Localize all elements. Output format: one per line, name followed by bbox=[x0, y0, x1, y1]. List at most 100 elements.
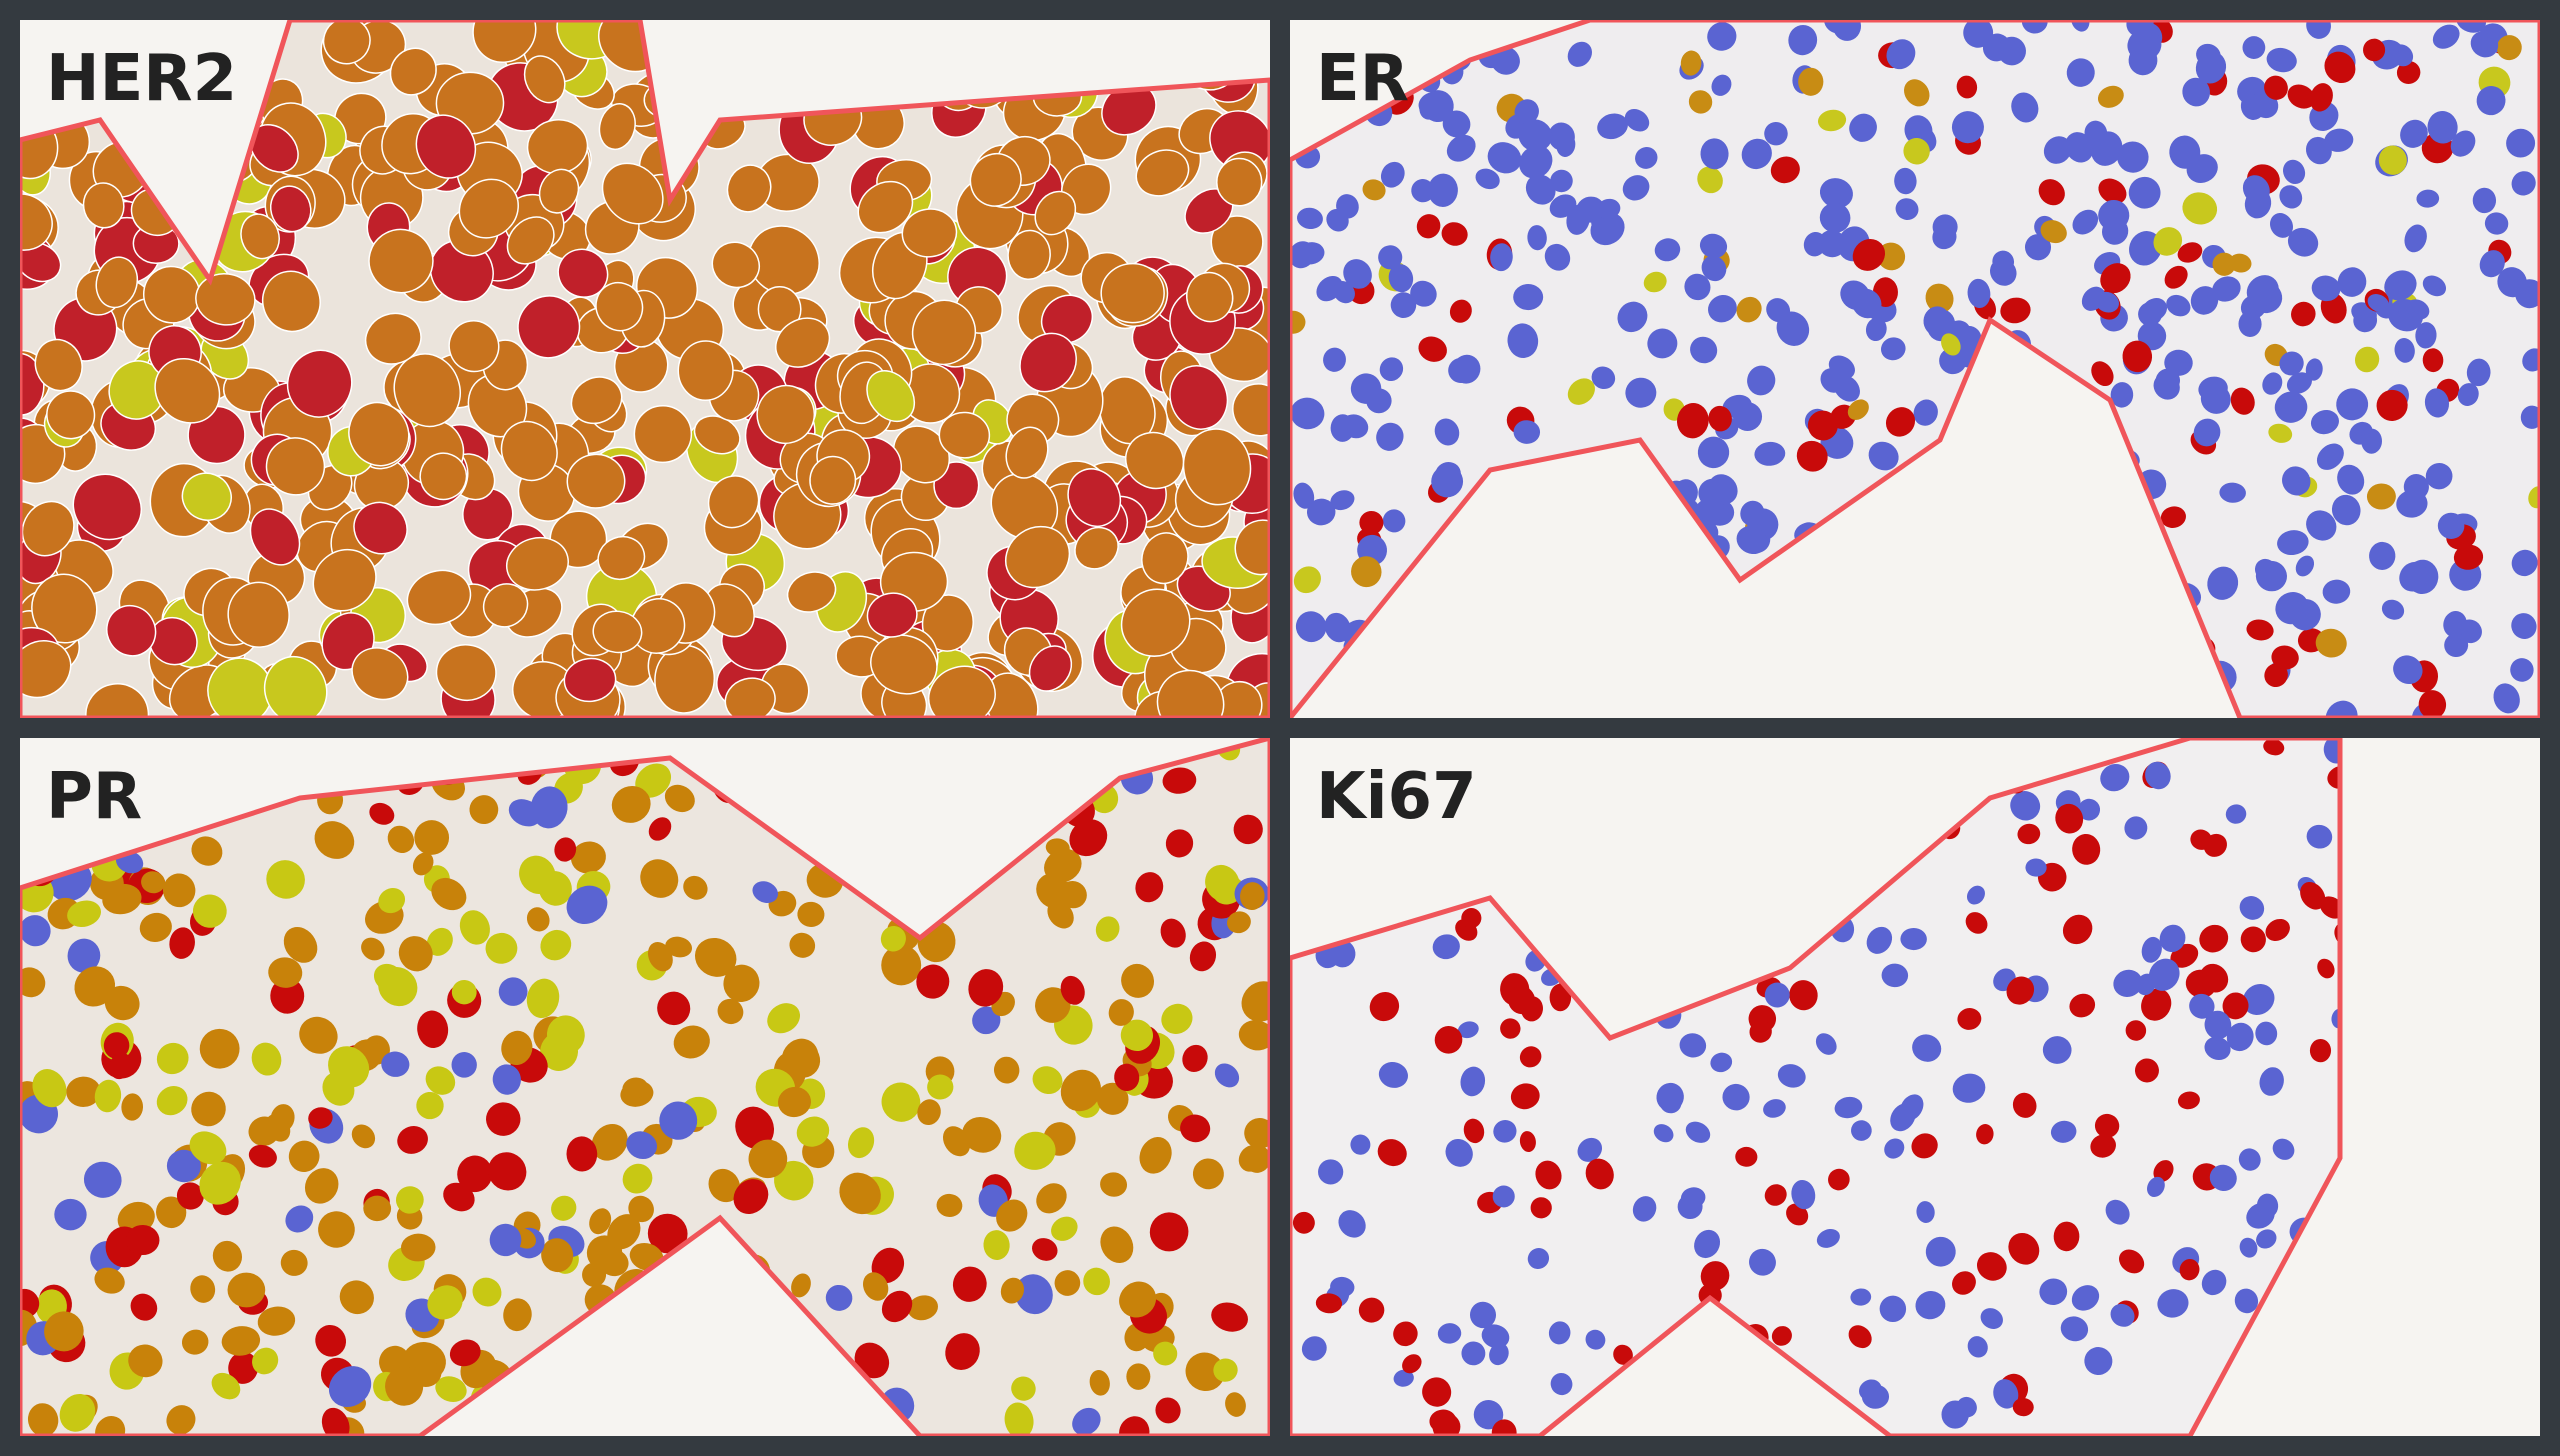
cell bbox=[1623, 1395, 1652, 1418]
cell bbox=[1058, 880, 1087, 909]
cell bbox=[1412, 577, 1444, 610]
region-outline bbox=[20, 738, 1270, 1436]
region-outline bbox=[1290, 738, 2343, 1436]
cell bbox=[612, 738, 642, 755]
cell bbox=[1951, 111, 1984, 144]
cell bbox=[708, 1267, 742, 1303]
cell bbox=[1722, 1083, 1750, 1111]
cell bbox=[2190, 829, 2212, 850]
cell bbox=[2393, 655, 2423, 685]
cell bbox=[1066, 20, 1112, 56]
cell bbox=[806, 738, 846, 768]
cell bbox=[1955, 325, 1982, 352]
cell bbox=[2201, 1269, 2227, 1296]
cell bbox=[2240, 926, 2266, 953]
cell bbox=[2398, 879, 2421, 905]
cell bbox=[1988, 447, 2011, 468]
cell bbox=[936, 1193, 963, 1217]
cell bbox=[1519, 1046, 1542, 1068]
cell bbox=[1290, 397, 1325, 430]
cell bbox=[2416, 189, 2440, 208]
cell bbox=[20, 242, 62, 283]
cell bbox=[1225, 1392, 1246, 1417]
cell bbox=[2098, 178, 2127, 204]
cell bbox=[2212, 252, 2236, 276]
cell bbox=[2305, 358, 2323, 381]
cell bbox=[2425, 1128, 2455, 1158]
cell bbox=[2246, 619, 2274, 641]
cell bbox=[315, 1325, 347, 1357]
cell bbox=[814, 750, 847, 778]
cell bbox=[1422, 1377, 1452, 1407]
cell bbox=[907, 1295, 938, 1321]
cell bbox=[1735, 1146, 1758, 1167]
cell bbox=[227, 581, 290, 648]
cell bbox=[866, 592, 918, 638]
cell bbox=[1169, 365, 1229, 430]
cell bbox=[1717, 1419, 1741, 1436]
cell bbox=[1567, 41, 1592, 67]
cell bbox=[528, 738, 565, 762]
cell bbox=[1677, 1194, 1703, 1220]
cell bbox=[726, 164, 772, 213]
cell bbox=[1771, 1376, 1792, 1399]
panel-pr: PR bbox=[20, 738, 1270, 1436]
cell bbox=[1900, 927, 1927, 951]
cell bbox=[2463, 1353, 2487, 1380]
cell bbox=[1647, 328, 1678, 359]
cell bbox=[752, 881, 779, 904]
cell bbox=[2418, 690, 2447, 718]
cell bbox=[2280, 1274, 2304, 1298]
cell bbox=[1069, 819, 1108, 857]
cell bbox=[1764, 1184, 1787, 1206]
region-outline bbox=[1290, 20, 2540, 718]
cell bbox=[983, 1230, 1010, 1261]
cell bbox=[1868, 441, 1899, 471]
cell bbox=[1635, 146, 1658, 169]
cell bbox=[1645, 496, 1672, 518]
cell bbox=[158, 786, 189, 816]
cell bbox=[1514, 99, 1539, 125]
cell bbox=[1997, 422, 2020, 441]
cell bbox=[1457, 1021, 1479, 1039]
cell bbox=[2429, 999, 2467, 1038]
cell bbox=[46, 390, 96, 440]
cell bbox=[1698, 868, 1723, 892]
cell bbox=[1895, 198, 1919, 220]
cell bbox=[1993, 1379, 2019, 1409]
cell bbox=[20, 193, 53, 251]
cell bbox=[2502, 1126, 2535, 1157]
cell bbox=[2264, 75, 2288, 100]
cell bbox=[449, 1339, 481, 1367]
cell bbox=[195, 273, 256, 326]
cell bbox=[425, 1066, 456, 1095]
cell bbox=[812, 803, 840, 828]
cell bbox=[1554, 482, 1584, 512]
cell bbox=[2340, 1362, 2369, 1392]
cell bbox=[1952, 1073, 1986, 1103]
cell bbox=[1997, 36, 2026, 66]
cell bbox=[2153, 227, 2183, 256]
cell bbox=[1457, 686, 1482, 711]
cell bbox=[628, 1195, 654, 1223]
cell bbox=[104, 985, 140, 1021]
cell bbox=[1885, 498, 1915, 529]
cell bbox=[2246, 275, 2279, 307]
cell bbox=[791, 1273, 811, 1298]
cell bbox=[1922, 656, 1949, 682]
cell bbox=[1406, 654, 1435, 683]
cell bbox=[1067, 468, 1122, 527]
cell bbox=[945, 1333, 980, 1371]
cell bbox=[227, 1272, 266, 1308]
cell bbox=[1610, 501, 1635, 525]
cell bbox=[2124, 816, 2148, 840]
cell bbox=[1530, 1197, 1552, 1219]
cell bbox=[1925, 283, 1954, 314]
cell bbox=[59, 1393, 96, 1432]
cell bbox=[1333, 280, 1355, 304]
cell bbox=[1060, 975, 1085, 1005]
cell bbox=[744, 20, 801, 70]
cell bbox=[20, 915, 51, 947]
cell bbox=[248, 1144, 277, 1168]
cell bbox=[1692, 849, 1721, 879]
